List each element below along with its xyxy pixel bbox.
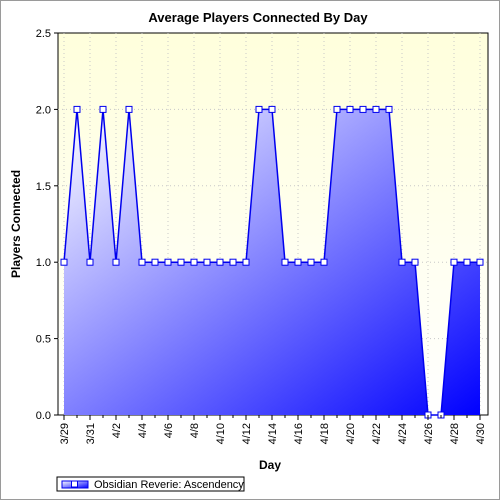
data-point [177,258,185,266]
data-point [476,258,484,266]
data-point [307,258,315,266]
data-point [151,258,159,266]
x-tick-label: 4/2 [111,423,123,438]
data-point [372,105,380,113]
x-tick-label: 3/31 [85,423,97,444]
x-axis-title: Day [259,458,281,472]
y-tick-label: 2.5 [36,28,51,40]
data-point [138,258,146,266]
data-point [294,258,302,266]
data-point [216,258,224,266]
data-point [346,105,354,113]
data-point [398,258,406,266]
legend-marker [71,480,78,488]
x-tick-label: 4/28 [449,423,461,444]
x-tick-label: 4/4 [137,423,149,438]
data-point [281,258,289,266]
x-tick-label: 4/30 [475,423,487,444]
y-tick-label: 1.0 [36,257,51,269]
data-point [190,258,198,266]
data-point [203,258,211,266]
data-point [164,258,172,266]
legend-box [56,476,245,492]
x-tick-label: 4/20 [345,423,357,444]
area-fill [64,109,480,416]
data-point [320,258,328,266]
data-point [333,105,341,113]
x-tick-label: 4/26 [423,423,435,444]
data-point [112,258,120,266]
data-point [385,105,393,113]
data-point [86,258,94,266]
data-point [268,105,276,113]
x-tick-label: 4/24 [397,423,409,444]
x-tick-label: 4/8 [189,423,201,438]
data-point [125,105,133,113]
data-point [229,258,237,266]
x-tick-label: 3/29 [59,423,71,444]
legend: Obsidian Reverie: Ascendency [56,476,245,492]
x-tick-label: 4/16 [293,423,305,444]
x-tick-label: 4/12 [241,423,253,444]
data-point [60,258,68,266]
y-tick-label: 0.0 [36,410,51,422]
x-tick-label: 4/22 [371,423,383,444]
x-tick-label: 4/14 [267,423,279,444]
data-point [99,105,107,113]
data-point [73,105,81,113]
x-tick-label: 4/18 [319,423,331,444]
y-axis-title: Players Connected [9,170,23,278]
y-tick-label: 1.5 [36,181,51,193]
series-area [60,105,484,419]
y-tick-label: 0.5 [36,334,51,346]
x-axis: 3/29 3/31 4/2 4/4 4/6 4/8 4/10 4/12 4/14 4/16 4/18… [59,415,487,444]
legend-label: Obsidian Reverie: Ascendency [94,479,244,491]
x-tick-label: 4/10 [215,423,227,444]
x-tick-label: 4/6 [163,423,175,438]
data-point [255,105,263,113]
data-point [450,258,458,266]
data-point [411,258,419,266]
chart-title: Average Players Connected By Day [148,10,368,25]
y-tick-label: 2.0 [36,104,51,116]
data-point [242,258,250,266]
data-point [359,105,367,113]
data-point [463,258,471,266]
y-axis: 0.0 0.5 1.0 1.5 2.0 2.5 [36,28,58,422]
